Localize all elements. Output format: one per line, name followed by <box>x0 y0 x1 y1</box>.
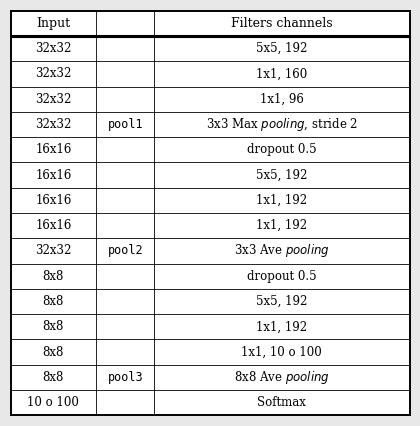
Text: 8x8 Ave $\it{pooling}$: 8x8 Ave $\it{pooling}$ <box>234 369 330 386</box>
Text: 3x3 Max $\it{pooling}$, stride 2: 3x3 Max $\it{pooling}$, stride 2 <box>206 116 358 133</box>
Text: 16x16: 16x16 <box>35 143 71 156</box>
Text: 32x32: 32x32 <box>35 93 71 106</box>
Text: pool2: pool2 <box>108 245 143 257</box>
Text: pool3: pool3 <box>108 371 143 384</box>
Text: 8x8: 8x8 <box>43 295 64 308</box>
Text: 8x8: 8x8 <box>43 371 64 384</box>
Text: 16x16: 16x16 <box>35 169 71 181</box>
Text: 8x8: 8x8 <box>43 320 64 333</box>
Text: Filters channels: Filters channels <box>231 17 333 30</box>
Text: 5x5, 192: 5x5, 192 <box>256 169 307 181</box>
Text: 8x8: 8x8 <box>43 345 64 359</box>
Text: 16x16: 16x16 <box>35 219 71 232</box>
Text: Softmax: Softmax <box>257 396 306 409</box>
Text: dropout 0.5: dropout 0.5 <box>247 270 317 283</box>
Text: 1x1, 96: 1x1, 96 <box>260 93 304 106</box>
Text: 32x32: 32x32 <box>35 118 71 131</box>
Text: 1x1, 160: 1x1, 160 <box>256 67 307 81</box>
Text: 32x32: 32x32 <box>35 245 71 257</box>
Text: 16x16: 16x16 <box>35 194 71 207</box>
Text: 1x1, 192: 1x1, 192 <box>256 320 307 333</box>
Text: 32x32: 32x32 <box>35 42 71 55</box>
Text: 1x1, 10 o 100: 1x1, 10 o 100 <box>241 345 322 359</box>
Text: dropout 0.5: dropout 0.5 <box>247 143 317 156</box>
Text: Input: Input <box>37 17 71 30</box>
Text: 1x1, 192: 1x1, 192 <box>256 219 307 232</box>
Text: pool1: pool1 <box>108 118 143 131</box>
Text: 32x32: 32x32 <box>35 67 71 81</box>
Text: 3x3 Ave $\it{pooling}$: 3x3 Ave $\it{pooling}$ <box>234 242 330 259</box>
Text: 1x1, 192: 1x1, 192 <box>256 194 307 207</box>
Text: 5x5, 192: 5x5, 192 <box>256 295 307 308</box>
Text: 5x5, 192: 5x5, 192 <box>256 42 307 55</box>
Text: 10 o 100: 10 o 100 <box>27 396 79 409</box>
Text: 8x8: 8x8 <box>43 270 64 283</box>
